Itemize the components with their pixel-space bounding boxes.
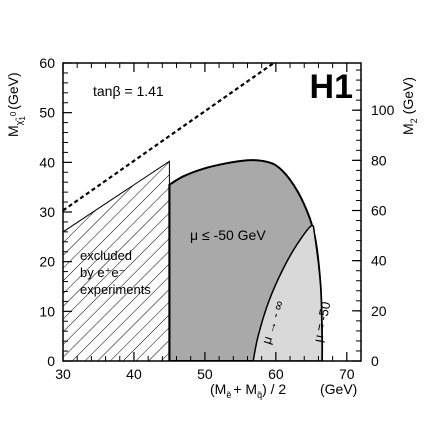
excluded-label-line-2: by e⁺e⁻ bbox=[80, 265, 126, 280]
y-axis-label-left: Mχ̃10(GeV) bbox=[5, 72, 27, 137]
right-tick-label: 60 bbox=[371, 203, 387, 219]
region-mu-minus-infinity-to-50 bbox=[252, 224, 323, 361]
y-tick-label: 40 bbox=[39, 154, 55, 170]
y-tick-label: 0 bbox=[47, 353, 55, 369]
right-tick-label: 0 bbox=[371, 353, 379, 369]
tanbeta-annotation: tanβ = 1.41 bbox=[93, 83, 164, 99]
y-tick-label: 10 bbox=[39, 303, 55, 319]
right-tick-label: 100 bbox=[371, 102, 395, 118]
right-tick-label: 80 bbox=[371, 152, 387, 168]
right-tick-label: 20 bbox=[371, 303, 387, 319]
right-tick-label: 40 bbox=[371, 253, 387, 269]
x-tick-label: 60 bbox=[268, 366, 284, 382]
dashed-diagonal-line bbox=[63, 63, 276, 212]
y-tick-label: 60 bbox=[39, 55, 55, 71]
x-tick-label: 50 bbox=[197, 366, 213, 382]
excluded-label-line-1: excluded bbox=[80, 248, 132, 263]
x-tick-label: 70 bbox=[339, 366, 355, 382]
watermark-h1: H1 bbox=[310, 68, 353, 106]
y-tick-label: 30 bbox=[39, 204, 55, 220]
y-tick-label: 20 bbox=[39, 254, 55, 270]
x-tick-label: 30 bbox=[55, 366, 71, 382]
x-tick-label: 40 bbox=[126, 366, 142, 382]
y-axis-label-right: M2(GeV) bbox=[400, 77, 419, 135]
region-excluded-ee bbox=[63, 160, 170, 361]
y-tick-label: 50 bbox=[39, 105, 55, 121]
region-label-mu-le-50: μ ≤ -50 GeV bbox=[190, 227, 266, 243]
x-axis-label: (Mẽ + Mq̃) / 2 (GeV) bbox=[210, 381, 357, 400]
svg-text:(Mẽ+ Mq̃) / 2: (Mẽ + Mq̃) / 2 bbox=[210, 381, 286, 400]
svg-text:M2(GeV): M2(GeV) bbox=[400, 77, 419, 135]
x-axis-unit: (GeV) bbox=[320, 381, 357, 397]
svg-text:Mχ̃10(GeV): Mχ̃10(GeV) bbox=[5, 72, 27, 137]
excluded-label-line-3: experiments bbox=[80, 282, 151, 297]
